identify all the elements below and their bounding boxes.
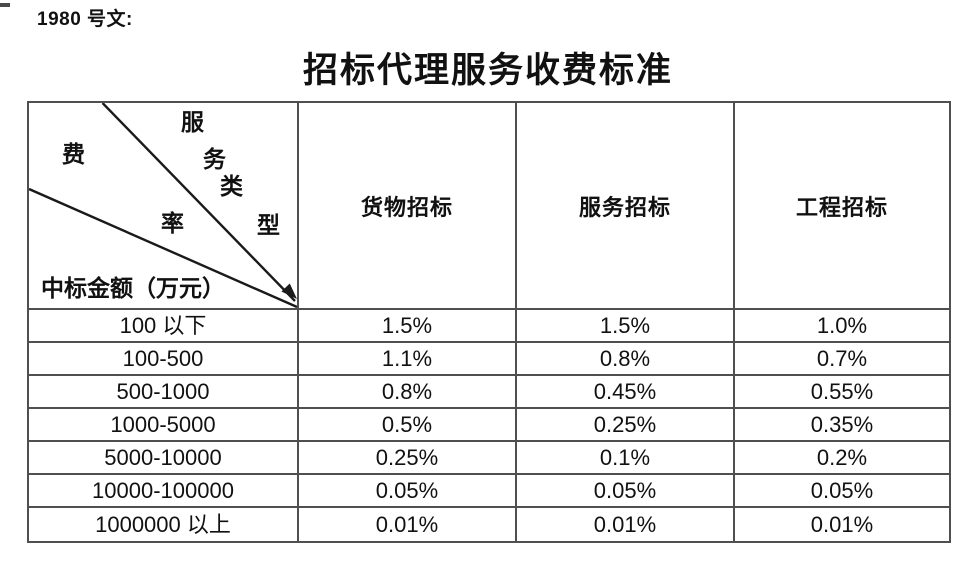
arrowhead-icon <box>281 283 297 299</box>
diagonal-divider-lines <box>29 103 297 308</box>
works-rate-cell: 0.2% <box>733 440 951 475</box>
amount-range-cell: 100-500 <box>27 341 299 376</box>
header-row: 服 务 类 型 费 率 中标金额（万元） 货物招标 服务招标 工程招标 <box>27 101 951 310</box>
works-rate-cell: 0.55% <box>733 374 951 409</box>
amount-range-cell: 1000-5000 <box>27 407 299 442</box>
page-title: 招标代理服务收费标准 <box>302 51 673 90</box>
table-row: 100 以下 1.5% 1.5% 1.0% <box>27 308 951 343</box>
services-rate-cell: 0.25% <box>515 407 735 442</box>
goods-rate-cell: 0.25% <box>297 440 517 475</box>
amount-range-cell: 500-1000 <box>27 374 299 409</box>
goods-rate-cell: 0.5% <box>297 407 517 442</box>
amount-range-cell: 1000000 以上 <box>27 506 299 543</box>
column-header-services: 服务招标 <box>515 101 735 310</box>
column-header-works: 工程招标 <box>733 101 951 310</box>
table-row: 1000000 以上 0.01% 0.01% 0.01% <box>27 506 951 543</box>
amount-range-cell: 100 以下 <box>27 308 299 343</box>
table-row: 100-500 1.1% 0.8% 0.7% <box>27 341 951 376</box>
column-header-goods: 货物招标 <box>297 101 517 310</box>
diag-label-service-type-char-1: 服 <box>181 110 204 135</box>
diag-label-service-type-char-2: 务 <box>203 147 226 172</box>
table-row: 1000-5000 0.5% 0.25% 0.35% <box>27 407 951 442</box>
document-reference-number: 1980 号文: <box>37 9 133 30</box>
works-rate-cell: 0.01% <box>733 506 951 543</box>
row-axis-label: 中标金额（万元） <box>41 276 225 301</box>
services-rate-cell: 0.45% <box>515 374 735 409</box>
goods-rate-cell: 1.5% <box>297 308 517 343</box>
table-row: 10000-100000 0.05% 0.05% 0.05% <box>27 473 951 508</box>
diag-label-fee-rate-char-1: 费 <box>62 142 85 167</box>
goods-rate-cell: 0.8% <box>297 374 517 409</box>
table-row: 500-1000 0.8% 0.45% 0.55% <box>27 374 951 409</box>
amount-range-cell: 5000-10000 <box>27 440 299 475</box>
diag-label-service-type-char-3: 类 <box>220 174 243 199</box>
diagonal-header-cell: 服 务 类 型 费 率 中标金额（万元） <box>27 101 299 310</box>
services-rate-cell: 0.05% <box>515 473 735 508</box>
works-rate-cell: 1.0% <box>733 308 951 343</box>
services-rate-cell: 0.8% <box>515 341 735 376</box>
diag-label-service-type-char-4: 型 <box>257 213 280 238</box>
amount-range-cell: 10000-100000 <box>27 473 299 508</box>
table-row: 5000-10000 0.25% 0.1% 0.2% <box>27 440 951 475</box>
works-rate-cell: 0.05% <box>733 473 951 508</box>
works-rate-cell: 0.35% <box>733 407 951 442</box>
fee-schedule-table: 服 务 类 型 费 率 中标金额（万元） 货物招标 服务招标 工程招标 100 … <box>27 101 951 543</box>
goods-rate-cell: 0.05% <box>297 473 517 508</box>
diag-label-fee-rate-char-2: 率 <box>161 211 184 236</box>
services-rate-cell: 0.01% <box>515 506 735 543</box>
works-rate-cell: 0.7% <box>733 341 951 376</box>
services-rate-cell: 0.1% <box>515 440 735 475</box>
services-rate-cell: 1.5% <box>515 308 735 343</box>
goods-rate-cell: 0.01% <box>297 506 517 543</box>
scan-artifact-mark <box>0 3 10 7</box>
goods-rate-cell: 1.1% <box>297 341 517 376</box>
